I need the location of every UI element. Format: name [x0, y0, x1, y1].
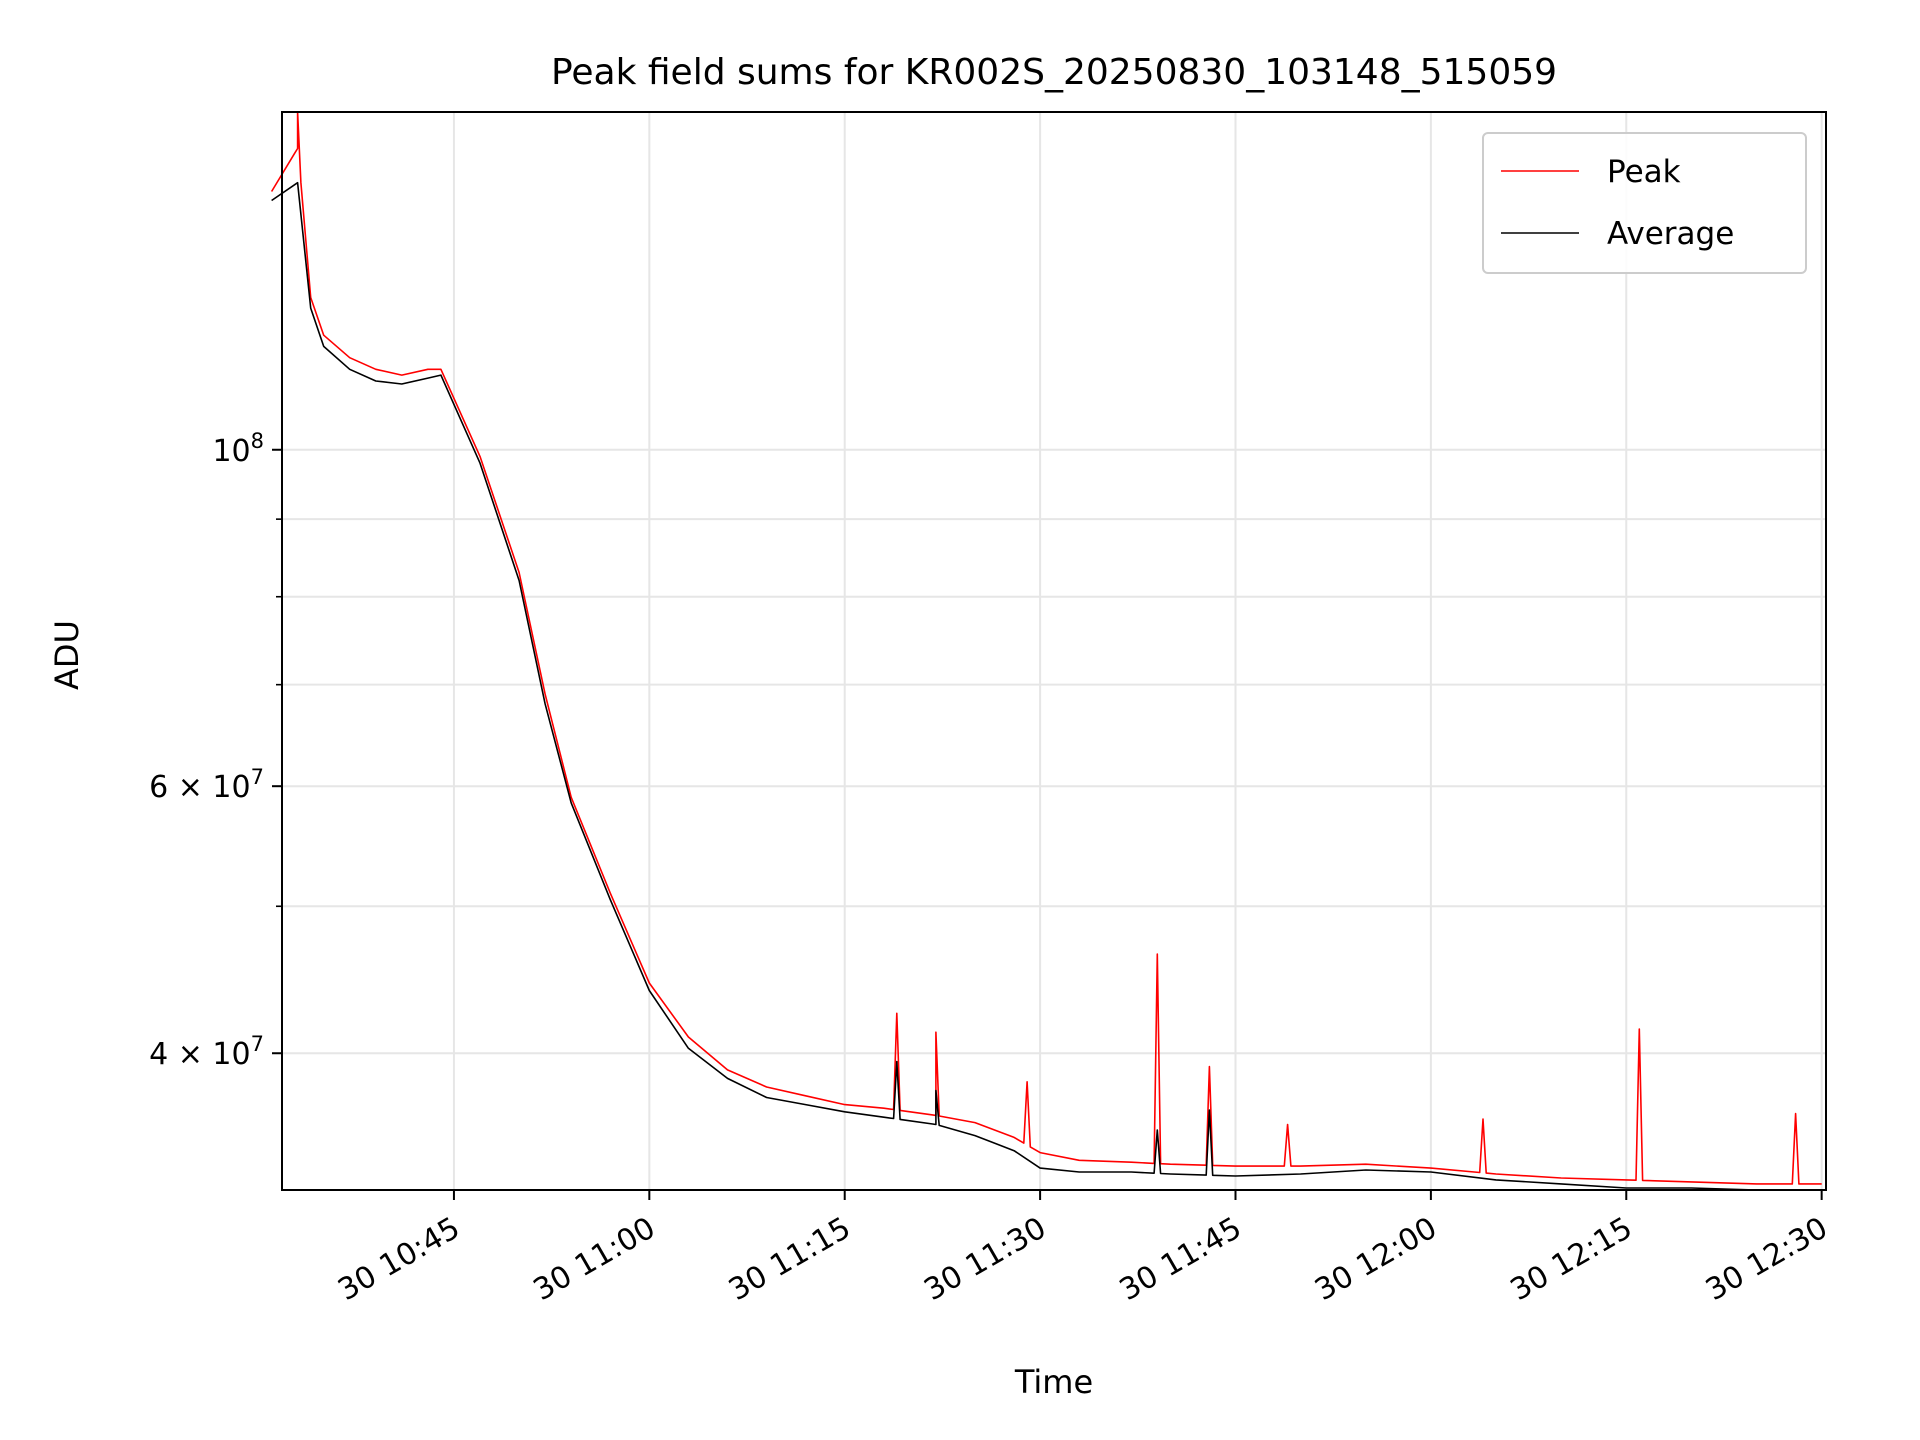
- x-axis-label: Time: [1014, 1363, 1093, 1401]
- chart-title: Peak field sums for KR002S_20250830_1031…: [551, 52, 1557, 93]
- series-line-average: [271, 181, 1822, 1191]
- series-line-peak: [270, 111, 1822, 1185]
- legend-label-peak: Peak: [1607, 154, 1681, 190]
- y-tick-label: 6 × 107: [149, 765, 264, 805]
- plot-frame: [281, 111, 1827, 1191]
- y-axis-label: ADU: [48, 620, 86, 690]
- y-tick-label: 108: [212, 429, 264, 469]
- grid: [282, 112, 1826, 1190]
- legend-label-average: Average: [1607, 216, 1734, 252]
- legend-box: [1482, 132, 1807, 274]
- legend: Peak Average: [1482, 132, 1807, 274]
- series-layer: [270, 111, 1822, 1191]
- y-tick-label: 4 × 107: [149, 1032, 264, 1072]
